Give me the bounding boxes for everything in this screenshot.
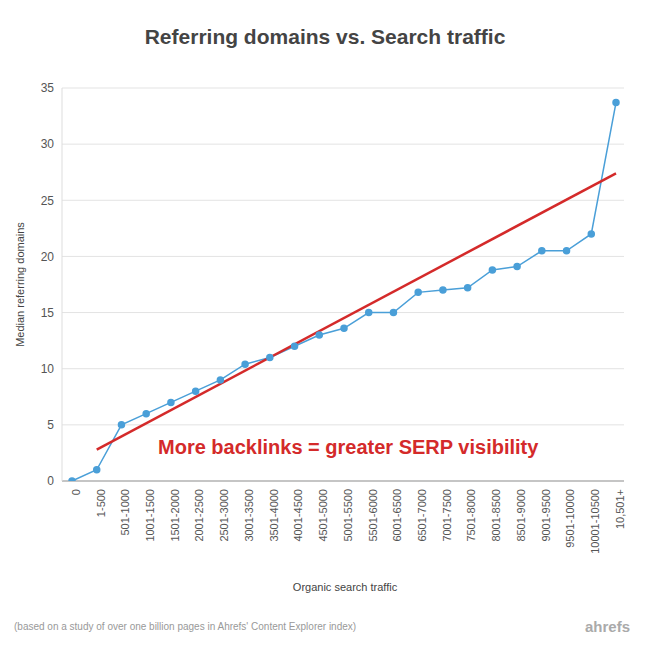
svg-text:9001-9500: 9001-9500 — [540, 489, 552, 542]
svg-text:6501-7000: 6501-7000 — [416, 489, 428, 542]
html-text:Organic search traffic: Organic search traffic — [292, 581, 398, 593]
svg-text:10,501+: 10,501+ — [614, 489, 626, 529]
svg-text:7501-8000: 7501-8000 — [465, 489, 477, 542]
svg-text:2501-3000: 2501-3000 — [218, 489, 230, 542]
svg-text:1-500: 1-500 — [95, 489, 107, 517]
svg-text:2001-2500: 2001-2500 — [193, 489, 205, 542]
svg-text:15: 15 — [41, 306, 55, 320]
svg-text:10001-10500: 10001-10500 — [589, 489, 601, 554]
svg-text:9501-10000: 9501-10000 — [564, 489, 576, 548]
svg-text:0: 0 — [70, 489, 82, 495]
html-text:(based on a study of over one: (based on a study of over one billion pa… — [14, 621, 357, 632]
svg-text:20: 20 — [41, 250, 55, 264]
svg-text:5001-5500: 5001-5500 — [342, 489, 354, 542]
html-text:More backlinks = greater SERP: More backlinks = greater SERP visibility — [158, 436, 539, 458]
svg-text:10: 10 — [41, 362, 55, 376]
svg-text:501-1000: 501-1000 — [119, 489, 131, 536]
svg-text:30: 30 — [41, 137, 55, 151]
svg-text:Median referring domains: Median referring domains — [14, 222, 26, 347]
svg-text:7001-7500: 7001-7500 — [441, 489, 453, 542]
html-text:Referring domains vs. Search t: Referring domains vs. Search traffic — [144, 25, 506, 48]
svg-text:5501-6000: 5501-6000 — [367, 489, 379, 542]
svg-text:3501-4000: 3501-4000 — [268, 489, 280, 542]
svg-text:25: 25 — [41, 194, 55, 208]
svg-text:35: 35 — [41, 81, 55, 95]
svg-text:4001-4500: 4001-4500 — [292, 489, 304, 542]
svg-text:6001-6500: 6001-6500 — [391, 489, 403, 542]
svg-text:1501-2000: 1501-2000 — [169, 489, 181, 542]
svg-text:1001-1500: 1001-1500 — [144, 489, 156, 542]
svg-text:0: 0 — [47, 474, 54, 488]
html-text:ahrefs: ahrefs — [585, 618, 630, 635]
svg-text:5: 5 — [47, 418, 54, 432]
svg-text:8001-8500: 8001-8500 — [490, 489, 502, 542]
svg-text:3001-3500: 3001-3500 — [243, 489, 255, 542]
svg-text:4501-5000: 4501-5000 — [317, 489, 329, 542]
svg-text:8501-9000: 8501-9000 — [515, 489, 527, 542]
